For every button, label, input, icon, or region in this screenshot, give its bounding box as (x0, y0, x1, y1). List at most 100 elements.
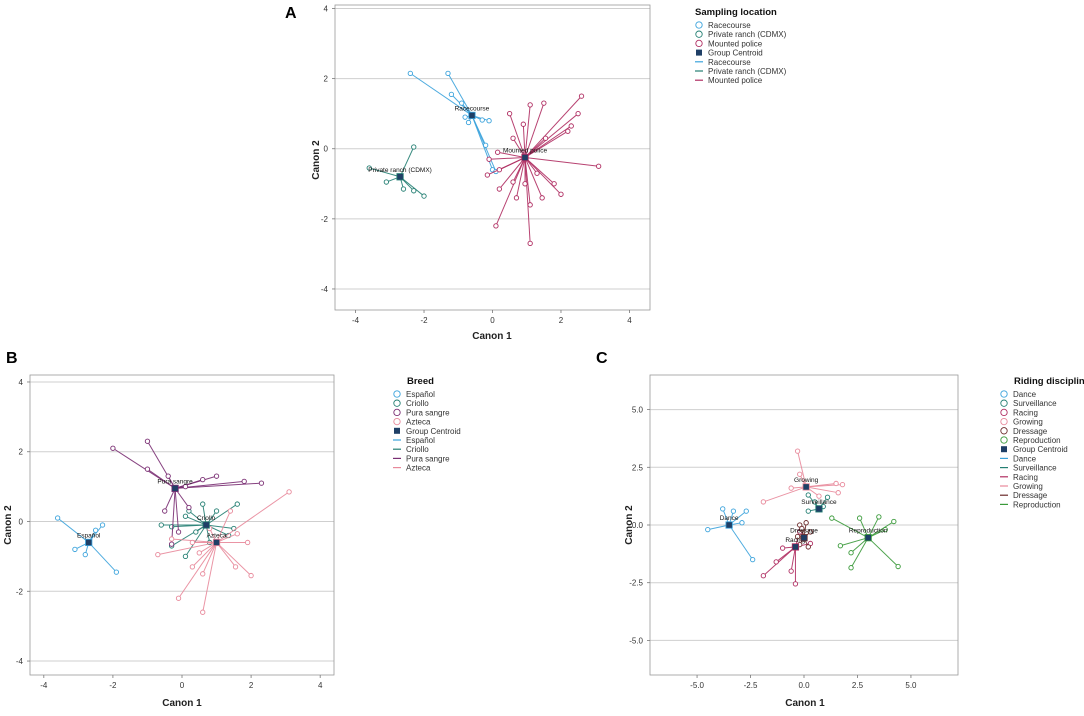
mounted-police-point (520, 121, 526, 127)
legend-marker-circle (393, 408, 401, 417)
azteca-point (168, 536, 175, 542)
dance-point (705, 526, 711, 533)
criollo-point (158, 522, 164, 528)
reproduction-point (882, 526, 888, 533)
racecourse-point (483, 142, 489, 148)
racecourse-centroid (468, 111, 476, 120)
mounted-police-centroid-label: Mounted police (503, 148, 547, 155)
dressage-point (807, 529, 814, 535)
mounted-police-point (510, 179, 516, 185)
legend-marker-centroid (1001, 446, 1007, 453)
mounted-police-point (484, 172, 491, 178)
y-tick-label: 5.0 (632, 406, 644, 415)
reproduction-point (856, 515, 863, 521)
legend-entry: Criollo (406, 445, 429, 454)
pura-sangre-link-line (171, 488, 176, 545)
pura-sangre-centroid-label: Pura sangre (157, 478, 193, 485)
growing-point (835, 490, 841, 496)
racecourse-centroid-label: Racecourse (455, 105, 490, 112)
reproduction-point (829, 515, 835, 521)
legend-marker-centroid (394, 427, 400, 434)
mounted-police-link-line (497, 151, 526, 158)
criollo-point (213, 508, 220, 514)
racecourse-point (459, 100, 465, 106)
surveillance-point (824, 494, 831, 500)
pura-sangre-link-line (175, 482, 262, 489)
legend-entry: Pura sangre (406, 454, 450, 463)
dance-centroid (725, 521, 733, 529)
legend-marker-circle (695, 21, 703, 29)
reproduction-point (891, 518, 897, 525)
reproduction-link-line (831, 517, 869, 539)
reproduction-link-line (867, 537, 899, 567)
x-tick-label: 2 (249, 681, 254, 690)
panel-b-gridlines (30, 381, 334, 662)
panel-label-a: A (285, 5, 297, 22)
espa-ol-link-line (88, 542, 117, 573)
y-tick-label: 2 (324, 75, 329, 84)
dance-point (730, 508, 737, 514)
mounted-police-point (534, 170, 540, 176)
panel-b-marks: Español Criollo Pura sangre Azteca (54, 438, 292, 615)
legend-entry: Mounted police (708, 39, 763, 48)
surveillance-centroid (815, 505, 823, 513)
azteca-point (234, 531, 240, 537)
legend-entry: Dance (1013, 390, 1037, 399)
racecourse-point (486, 118, 492, 124)
legend-entry: Dressage (1013, 491, 1048, 500)
private-ranch-cdmx-point (421, 193, 427, 199)
espa-ol-point (82, 552, 88, 558)
private-ranch-cdmx-link-line (369, 167, 401, 178)
legend-entry: Private ranch (CDMX) (708, 30, 787, 39)
azteca-point (189, 539, 196, 546)
racing-centroid-label: Racing (785, 537, 806, 544)
private-ranch-cdmx-point (366, 165, 372, 171)
legend-entry: Group Centroid (1013, 445, 1068, 454)
private-ranch-cdmx-point (411, 144, 417, 150)
panel-c-gridlines (650, 409, 958, 641)
pura-sangre-point (165, 473, 171, 479)
mounted-police-point (542, 135, 549, 141)
legend-marker-circle (1000, 390, 1008, 398)
y-tick-label: 0.0 (632, 521, 644, 530)
pura-sangre-link-line (174, 475, 217, 489)
private-ranch-cdmx-centroid (396, 173, 404, 181)
legend-entry: Surveillance (1013, 464, 1057, 473)
azteca-link-line (216, 542, 236, 568)
legend-marker-circle (1000, 408, 1008, 417)
espa-ol-link-line (57, 517, 90, 543)
reproduction-point (837, 543, 844, 549)
private-ranch-cdmx-centroid-label: Private ranch (CDMX) (368, 167, 432, 174)
x-tick-label: -5.0 (690, 681, 704, 690)
legend-entry: Growing (1013, 418, 1043, 427)
growing-point (816, 493, 822, 499)
azteca-point (244, 539, 251, 546)
mounted-police-point (568, 123, 574, 129)
dance-link-line (728, 524, 754, 560)
mounted-police-point (513, 195, 520, 201)
mounted-police-point (496, 167, 502, 173)
mounted-police-link-line (495, 157, 526, 227)
mounted-police-point (494, 149, 501, 155)
criollo-point (182, 513, 189, 519)
panel-a-x-axis-label: Canon 1 (472, 331, 512, 342)
private-ranch-cdmx-link-line (399, 146, 415, 177)
x-tick-label: 2.5 (852, 681, 864, 690)
mounted-police-point (510, 135, 516, 141)
dance-centroid-label: Dance (720, 515, 739, 522)
dressage-point (799, 525, 805, 532)
mounted-police-point (527, 202, 533, 208)
reproduction-centroid-label: Reproduction (849, 528, 888, 535)
legend-entry: Group Centroid (708, 49, 763, 58)
azteca-link-line (216, 510, 231, 543)
y-tick-label: -5.0 (629, 636, 643, 645)
private-ranch-cdmx-point (411, 188, 417, 194)
mounted-police-point (558, 191, 564, 197)
mounted-police-point (506, 111, 513, 117)
y-tick-label: 0 (19, 518, 24, 527)
panel-a-gridlines (335, 8, 650, 290)
growing-link-line (797, 451, 807, 488)
racecourse-point (462, 114, 468, 120)
legend-marker-circle (1000, 427, 1008, 435)
